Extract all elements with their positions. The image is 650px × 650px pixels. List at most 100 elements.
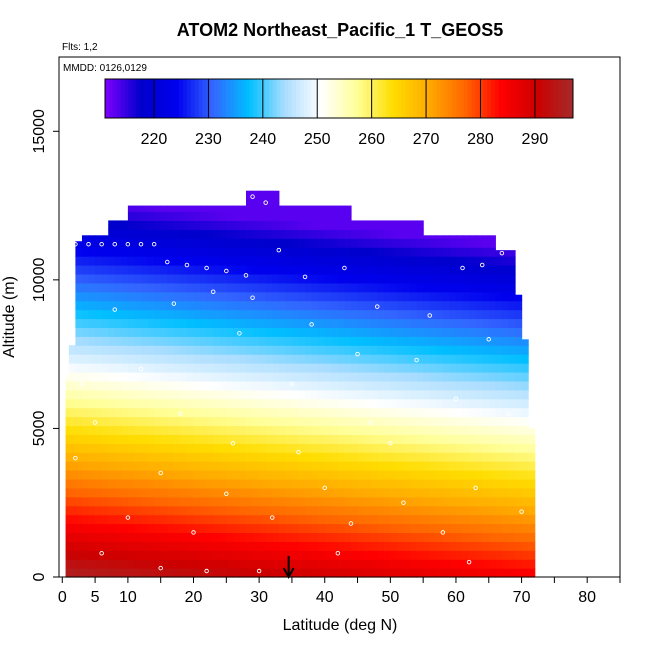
- heatmap-cell: [65, 478, 70, 489]
- colorbar-segment: [323, 79, 328, 118]
- heatmap-cell: [482, 345, 490, 355]
- heatmap-cell: [344, 398, 352, 409]
- heatmap-cell: [226, 291, 234, 302]
- heatmap-cell: [252, 193, 260, 204]
- heatmap-cell: [429, 238, 437, 248]
- heatmap-cell: [259, 309, 267, 320]
- heatmap-cell: [108, 238, 116, 248]
- heatmap-cell: [495, 568, 503, 578]
- heatmap-cell: [429, 336, 437, 346]
- heatmap-cell: [488, 461, 496, 471]
- heatmap-cell: [482, 443, 490, 453]
- heatmap-cell: [449, 327, 457, 337]
- heatmap-cell: [81, 235, 90, 239]
- colorbar-segment: [272, 79, 278, 118]
- heatmap-cell: [501, 318, 510, 328]
- heatmap-cell: [88, 282, 96, 293]
- heatmap-cell: [429, 300, 437, 311]
- colorbar-segment: [335, 79, 340, 118]
- heatmap-cell: [259, 398, 267, 409]
- heatmap-cell: [101, 363, 109, 373]
- heatmap-cell: [324, 300, 332, 311]
- heatmap-cell: [154, 265, 162, 275]
- heatmap-cell: [246, 380, 254, 391]
- heatmap-cell: [180, 487, 188, 498]
- heatmap-cell: [213, 505, 221, 516]
- heatmap-cell: [285, 452, 293, 462]
- heatmap-cell: [278, 291, 286, 302]
- heatmap-cell: [259, 300, 267, 311]
- heatmap-cell: [324, 291, 332, 302]
- heatmap-cell: [436, 425, 444, 435]
- heatmap-cell: [108, 496, 116, 507]
- heatmap-cell: [305, 487, 313, 498]
- heatmap-cell: [167, 550, 175, 560]
- heatmap-cell: [272, 238, 280, 248]
- heatmap-cell: [291, 443, 300, 453]
- heatmap-cell: [160, 205, 168, 213]
- heatmap-cell: [167, 532, 175, 542]
- colorbar-segment: [424, 79, 430, 118]
- track-point: [368, 420, 373, 425]
- heatmap-cell: [160, 309, 168, 320]
- colorbar-segment: [241, 79, 246, 118]
- heatmap-cell: [186, 205, 195, 213]
- heatmap-cell: [501, 541, 510, 551]
- heatmap-cell: [252, 389, 260, 400]
- heatmap-cell: [206, 371, 214, 382]
- heatmap-cell: [337, 532, 346, 542]
- heatmap-cell: [350, 470, 359, 480]
- heatmap-cell: [331, 371, 339, 382]
- heatmap-cell: [344, 205, 352, 213]
- heatmap-cell: [127, 425, 136, 435]
- heatmap-cell: [410, 327, 418, 337]
- heatmap-cell: [403, 256, 411, 266]
- heatmap-cell: [416, 416, 424, 427]
- heatmap-cell: [101, 380, 109, 391]
- track-point: [256, 568, 262, 574]
- heatmap-cell: [232, 389, 241, 400]
- heatmap-cell: [488, 496, 496, 507]
- heatmap-cell: [291, 425, 300, 435]
- heatmap-cell: [154, 532, 162, 542]
- heatmap-cell: [508, 291, 516, 302]
- heatmap-cell: [482, 380, 490, 391]
- heatmap-cell: [423, 282, 431, 293]
- heatmap-cell: [515, 434, 523, 444]
- heatmap-cell: [469, 461, 477, 471]
- heatmap-cell: [206, 336, 214, 346]
- heatmap-cell: [515, 363, 523, 373]
- heatmap-cell: [488, 541, 496, 551]
- heatmap-cell: [259, 256, 267, 266]
- heatmap-cell: [396, 345, 405, 355]
- heatmap-cell: [462, 443, 470, 453]
- heatmap-cell: [121, 247, 129, 257]
- heatmap-cell: [173, 487, 181, 498]
- heatmap-cell: [370, 229, 378, 239]
- heatmap-cell: [311, 559, 319, 569]
- heatmap-cell: [305, 532, 313, 542]
- heatmap-cell: [186, 487, 195, 498]
- heatmap-cell: [495, 354, 503, 364]
- heatmap-cell: [436, 398, 444, 409]
- heatmap-cell: [154, 318, 162, 328]
- heatmap-cell: [515, 452, 523, 462]
- heatmap-cell: [272, 273, 280, 284]
- heatmap-cell: [475, 380, 483, 391]
- heatmap-cell: [501, 461, 510, 471]
- heatmap-cell: [350, 363, 359, 373]
- heatmap-cell: [206, 354, 214, 364]
- heatmap-cell: [429, 398, 437, 409]
- heatmap-cell: [167, 345, 175, 355]
- heatmap-cell: [272, 568, 280, 578]
- heatmap-cell: [370, 559, 378, 569]
- heatmap-cell: [390, 389, 398, 400]
- heatmap-cell: [377, 434, 385, 444]
- heatmap-cell: [232, 478, 241, 489]
- flight-marker-arrow: [282, 556, 295, 580]
- heatmap-cell: [81, 265, 90, 275]
- heatmap-cell: [75, 389, 83, 400]
- heatmap-cell: [265, 202, 273, 213]
- heatmap-cell: [114, 300, 122, 311]
- heatmap-cell: [81, 478, 90, 489]
